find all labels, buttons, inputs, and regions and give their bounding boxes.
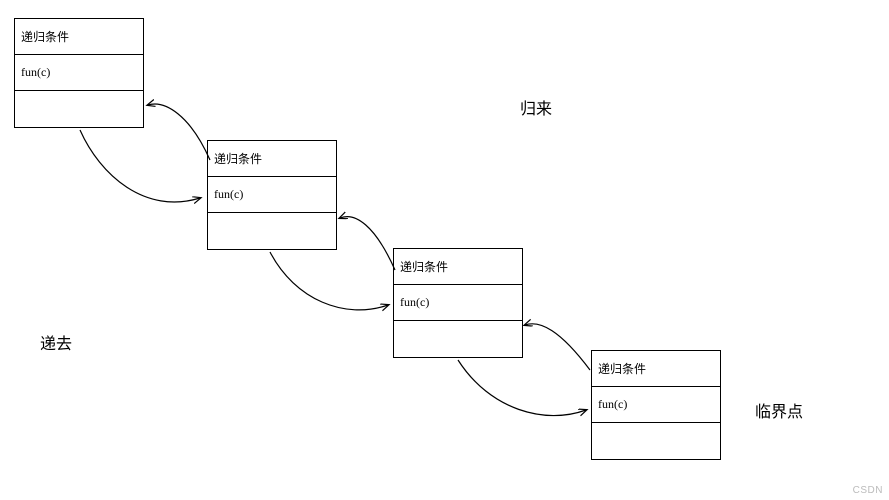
arrow-forward-3 — [458, 360, 586, 416]
watermark: CSDN — [853, 485, 883, 496]
cell-condition: 递归条件 — [394, 249, 522, 285]
recursion-box-2: 递归条件 fun(c) — [207, 140, 337, 250]
cell-call: fun(c) — [15, 55, 143, 91]
recursion-box-1: 递归条件 fun(c) — [14, 18, 144, 128]
cell-empty — [592, 423, 720, 459]
arrow-return-2 — [340, 217, 395, 270]
cell-empty — [208, 213, 336, 249]
cell-empty — [15, 91, 143, 127]
recursion-box-4: 递归条件 fun(c) — [591, 350, 721, 460]
label-return: 归来 — [520, 95, 552, 119]
cell-empty — [394, 321, 522, 357]
arrow-forward-2 — [270, 252, 388, 310]
cell-condition: 递归条件 — [15, 19, 143, 55]
cell-call: fun(c) — [592, 387, 720, 423]
cell-condition: 递归条件 — [208, 141, 336, 177]
arrow-return-1 — [148, 104, 210, 160]
label-forward: 递去 — [40, 330, 72, 354]
cell-call: fun(c) — [208, 177, 336, 213]
label-boundary: 临界点 — [755, 398, 803, 422]
arrow-return-3 — [525, 324, 590, 370]
arrow-forward-1 — [80, 130, 200, 202]
cell-condition: 递归条件 — [592, 351, 720, 387]
recursion-box-3: 递归条件 fun(c) — [393, 248, 523, 358]
cell-call: fun(c) — [394, 285, 522, 321]
